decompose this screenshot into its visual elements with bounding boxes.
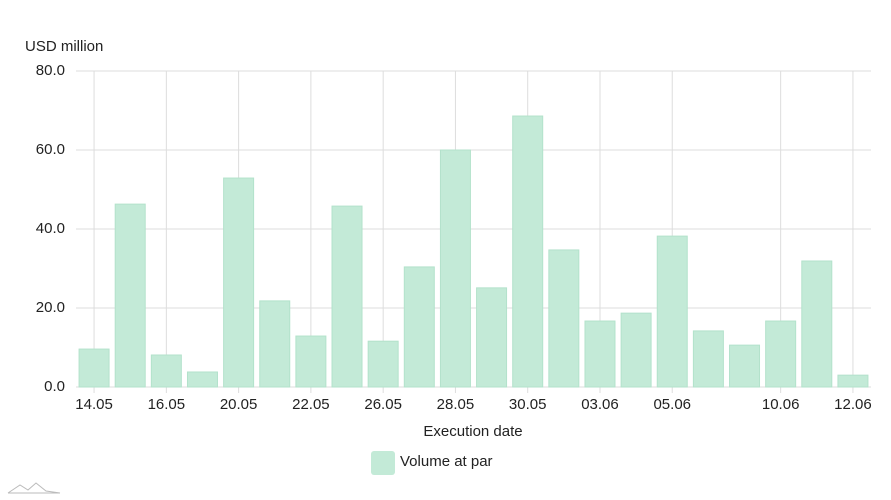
bar xyxy=(295,335,327,388)
x-tick-label: 05.06 xyxy=(653,396,691,413)
bar xyxy=(620,312,652,388)
x-tick-label: 12.06 xyxy=(834,396,872,413)
x-tick-label: 16.05 xyxy=(148,396,186,413)
y-tick-label: 60.0 xyxy=(36,141,65,158)
bar xyxy=(150,354,182,388)
x-tick-label: 28.05 xyxy=(437,396,475,413)
x-tick-label: 03.06 xyxy=(581,396,619,413)
bar xyxy=(801,260,833,388)
bar xyxy=(765,320,797,388)
legend-swatch xyxy=(371,451,395,475)
y-tick-label: 20.0 xyxy=(36,299,65,316)
bar xyxy=(548,249,580,388)
y-tick-label: 40.0 xyxy=(36,220,65,237)
x-tick-label: 22.05 xyxy=(292,396,330,413)
x-tick-label: 20.05 xyxy=(220,396,258,413)
y-tick-label: 80.0 xyxy=(36,62,65,79)
bar xyxy=(186,371,218,388)
bar xyxy=(656,235,688,388)
logo xyxy=(7,482,61,494)
bar xyxy=(78,348,110,388)
bar xyxy=(476,287,508,388)
bar xyxy=(403,266,435,388)
bar xyxy=(114,203,146,388)
bar xyxy=(331,205,363,388)
bar xyxy=(259,300,291,388)
bar xyxy=(584,320,616,388)
x-tick-label: 10.06 xyxy=(762,396,800,413)
bar xyxy=(223,177,255,388)
x-tick-label: 14.05 xyxy=(75,396,113,413)
bar xyxy=(692,330,724,388)
x-axis-label: Execution date xyxy=(423,423,522,440)
legend-label: Volume at par xyxy=(400,453,493,470)
bar xyxy=(367,340,399,388)
y-axis-label: USD million xyxy=(25,38,103,55)
bar xyxy=(439,149,471,388)
x-tick-label: 26.05 xyxy=(364,396,402,413)
x-tick-label: 30.05 xyxy=(509,396,547,413)
bar xyxy=(837,374,869,388)
bar xyxy=(729,344,761,388)
y-tick-label: 0.0 xyxy=(44,378,65,395)
bar xyxy=(512,115,544,388)
